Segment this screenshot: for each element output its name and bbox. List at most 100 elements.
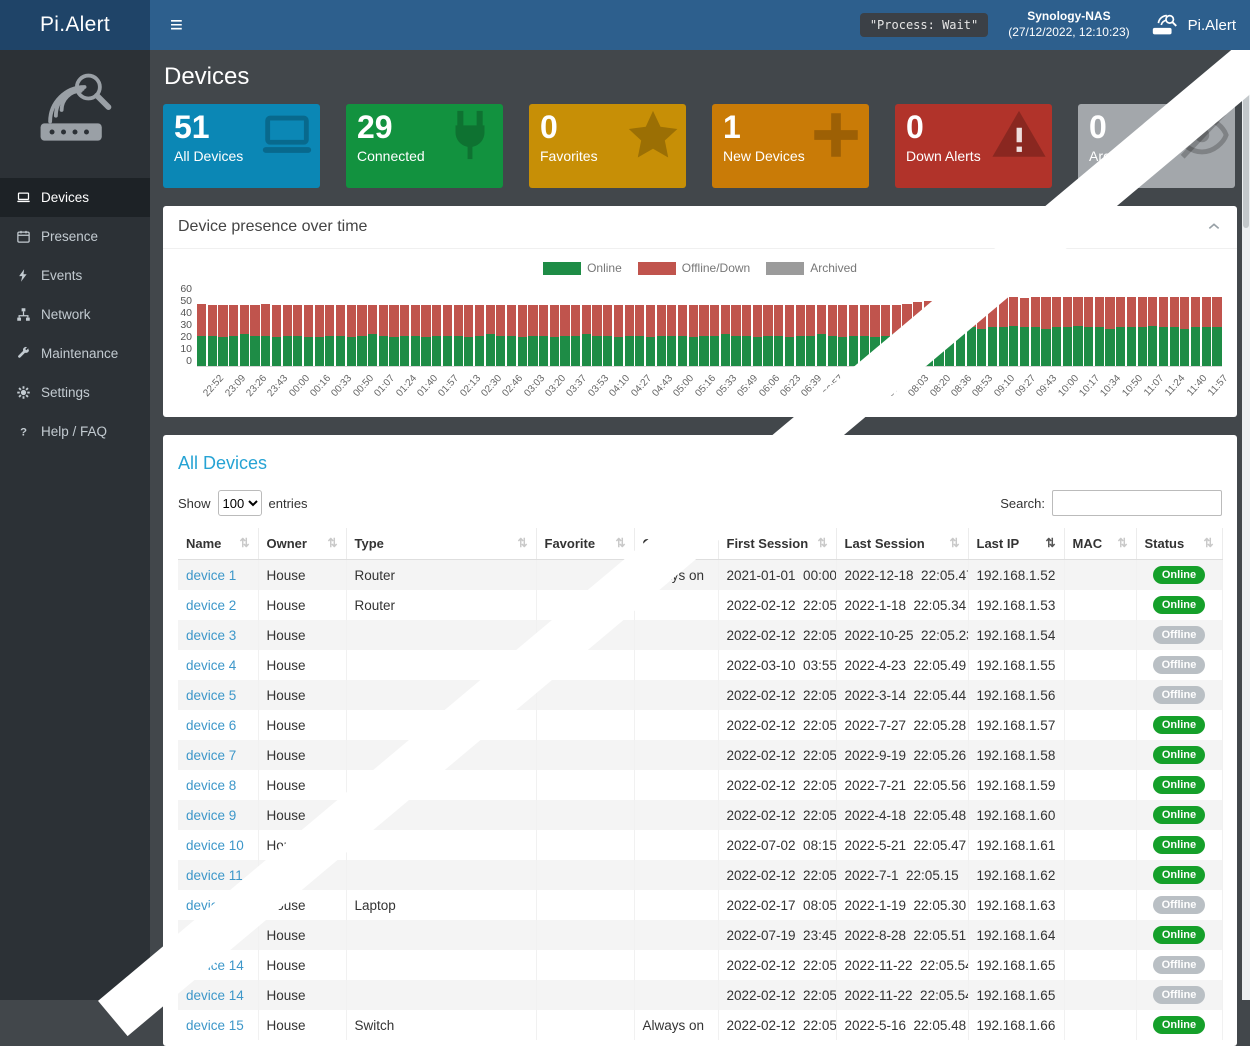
offline-segment: [464, 305, 474, 337]
chart-bar: [1137, 283, 1147, 366]
device-name-link[interactable]: device 14: [186, 987, 244, 1003]
column-header-first-session[interactable]: First Session ⇅: [718, 528, 837, 560]
table-cell: House: [258, 860, 347, 890]
table-cell: [346, 860, 537, 890]
sidebar-item-devices[interactable]: Devices: [0, 178, 150, 217]
device-name-link[interactable]: device 9: [186, 807, 237, 823]
online-segment: [261, 335, 271, 366]
offline-segment: [250, 305, 260, 336]
status-badge: Online: [1152, 776, 1206, 794]
online-segment: [1137, 327, 1147, 366]
online-segment: [581, 334, 591, 366]
device-name-link[interactable]: device 14: [186, 957, 244, 973]
x-tick: 00:50: [347, 371, 376, 417]
online-segment: [1084, 327, 1094, 366]
sidebar-item-presence[interactable]: Presence: [0, 217, 150, 256]
table-cell: [536, 680, 635, 710]
app-badge[interactable]: Pi.Alert: [1150, 13, 1236, 37]
wrench-icon: [16, 346, 31, 361]
device-name-link[interactable]: device 8: [186, 777, 237, 793]
vertical-scrollbar[interactable]: [1242, 50, 1250, 1000]
sidebar-item-network[interactable]: Network: [0, 295, 150, 334]
device-name-link[interactable]: device 10: [186, 837, 244, 853]
sidebar-item-label: Maintenance: [41, 346, 119, 361]
stat-card-archived[interactable]: 0 Archived: [1078, 104, 1235, 188]
column-header-mac[interactable]: MAC ⇅: [1064, 528, 1137, 560]
table-cell: [1064, 770, 1137, 800]
device-name-link[interactable]: device 5: [186, 687, 237, 703]
table-cell: [346, 680, 537, 710]
online-segment: [282, 335, 292, 366]
table-cell: [536, 830, 635, 860]
table-cell: device 9: [178, 800, 259, 830]
device-name-link[interactable]: device 15: [186, 1017, 244, 1033]
x-tick: 04:27: [624, 371, 654, 417]
chart-bar: [207, 283, 217, 366]
column-header-owner[interactable]: Owner ⇅: [258, 528, 347, 560]
device-name-link[interactable]: device 6: [186, 717, 237, 733]
table-row: device 7 House 2022-02-12 22:05 2022-9-19 2…: [178, 740, 1223, 770]
hamburger-menu-icon[interactable]: ≡: [170, 12, 183, 37]
x-tick: 11:07: [1137, 371, 1166, 417]
sidebar-item-help-faq[interactable]: ? Help / FAQ: [0, 412, 150, 451]
offline-segment: [848, 305, 859, 336]
sidebar-item-maintenance[interactable]: Maintenance: [0, 334, 150, 373]
column-header-favorite[interactable]: Favorite ⇅: [536, 528, 635, 560]
chart-bar: [528, 283, 538, 366]
column-header-last-session[interactable]: Last Session ⇅: [836, 528, 969, 560]
column-header-status[interactable]: Status ⇅: [1136, 528, 1223, 560]
stat-card-all-devices[interactable]: 51 All Devices: [163, 104, 320, 188]
x-tick: 10:17: [1073, 371, 1102, 417]
column-header-name[interactable]: Name ⇅: [178, 528, 259, 560]
table-cell: [346, 980, 537, 1010]
table-cell: 2022-02-12 22:05: [718, 800, 837, 830]
chart-bar: [742, 283, 752, 366]
device-name-link[interactable]: device 12: [186, 897, 244, 913]
device-name-link[interactable]: device 7: [186, 747, 237, 763]
device-name-link[interactable]: device 11: [186, 867, 243, 883]
sidebar-item-settings[interactable]: Settings: [0, 373, 150, 412]
x-tick: 06:57: [816, 371, 846, 417]
scrollbar-thumb[interactable]: [1243, 58, 1249, 228]
collapse-chevron-icon[interactable]: [1206, 219, 1222, 235]
device-name-link[interactable]: device 13: [186, 927, 244, 943]
online-segment: [742, 335, 752, 366]
chart-bar: [368, 283, 378, 366]
device-name-link[interactable]: device 2: [186, 597, 237, 613]
offline-segment: [742, 305, 752, 336]
device-name-link[interactable]: device 4: [186, 657, 237, 673]
online-segment: [998, 327, 1008, 366]
stat-card-down-alerts[interactable]: 0 Down Alerts: [895, 104, 1052, 188]
column-header-last-ip[interactable]: Last IP ⇅: [968, 528, 1065, 560]
chart-bar: [913, 283, 923, 366]
table-cell: [634, 650, 719, 680]
device-name-link[interactable]: device 1: [186, 567, 237, 583]
x-tick: 10:50: [1115, 371, 1145, 417]
offline-segment: [592, 305, 602, 336]
device-name-link[interactable]: device 3: [186, 627, 237, 643]
chart-bar: [731, 283, 741, 366]
chart-bar: [560, 283, 570, 366]
column-header-group[interactable]: Group ⇅: [634, 528, 719, 560]
online-segment: [752, 336, 762, 366]
stat-card-favorites[interactable]: 0 Favorites: [529, 104, 686, 188]
column-header-type[interactable]: Type ⇅: [346, 528, 537, 560]
brand-logo[interactable]: Pi.Alert: [0, 0, 150, 50]
chart-bar: [1052, 283, 1062, 366]
stat-card-connected[interactable]: 29 Connected: [346, 104, 503, 188]
stat-card-new-devices[interactable]: 1 New Devices: [712, 104, 869, 188]
chart-bar: [934, 283, 944, 366]
online-segment: [293, 335, 303, 366]
sidebar-item-events[interactable]: Events: [0, 256, 150, 295]
table-cell: 2022-02-12 22:05: [718, 590, 837, 620]
entries-select[interactable]: 100: [217, 490, 262, 516]
search-input[interactable]: [1052, 490, 1222, 516]
online-segment: [485, 334, 495, 366]
offline-segment: [934, 299, 944, 329]
laptop-icon: [258, 106, 316, 164]
table-cell: [346, 800, 537, 830]
online-segment: [250, 335, 260, 366]
offline-segment: [432, 305, 442, 336]
chart-bar: [1009, 283, 1019, 366]
offline-segment: [485, 305, 495, 335]
